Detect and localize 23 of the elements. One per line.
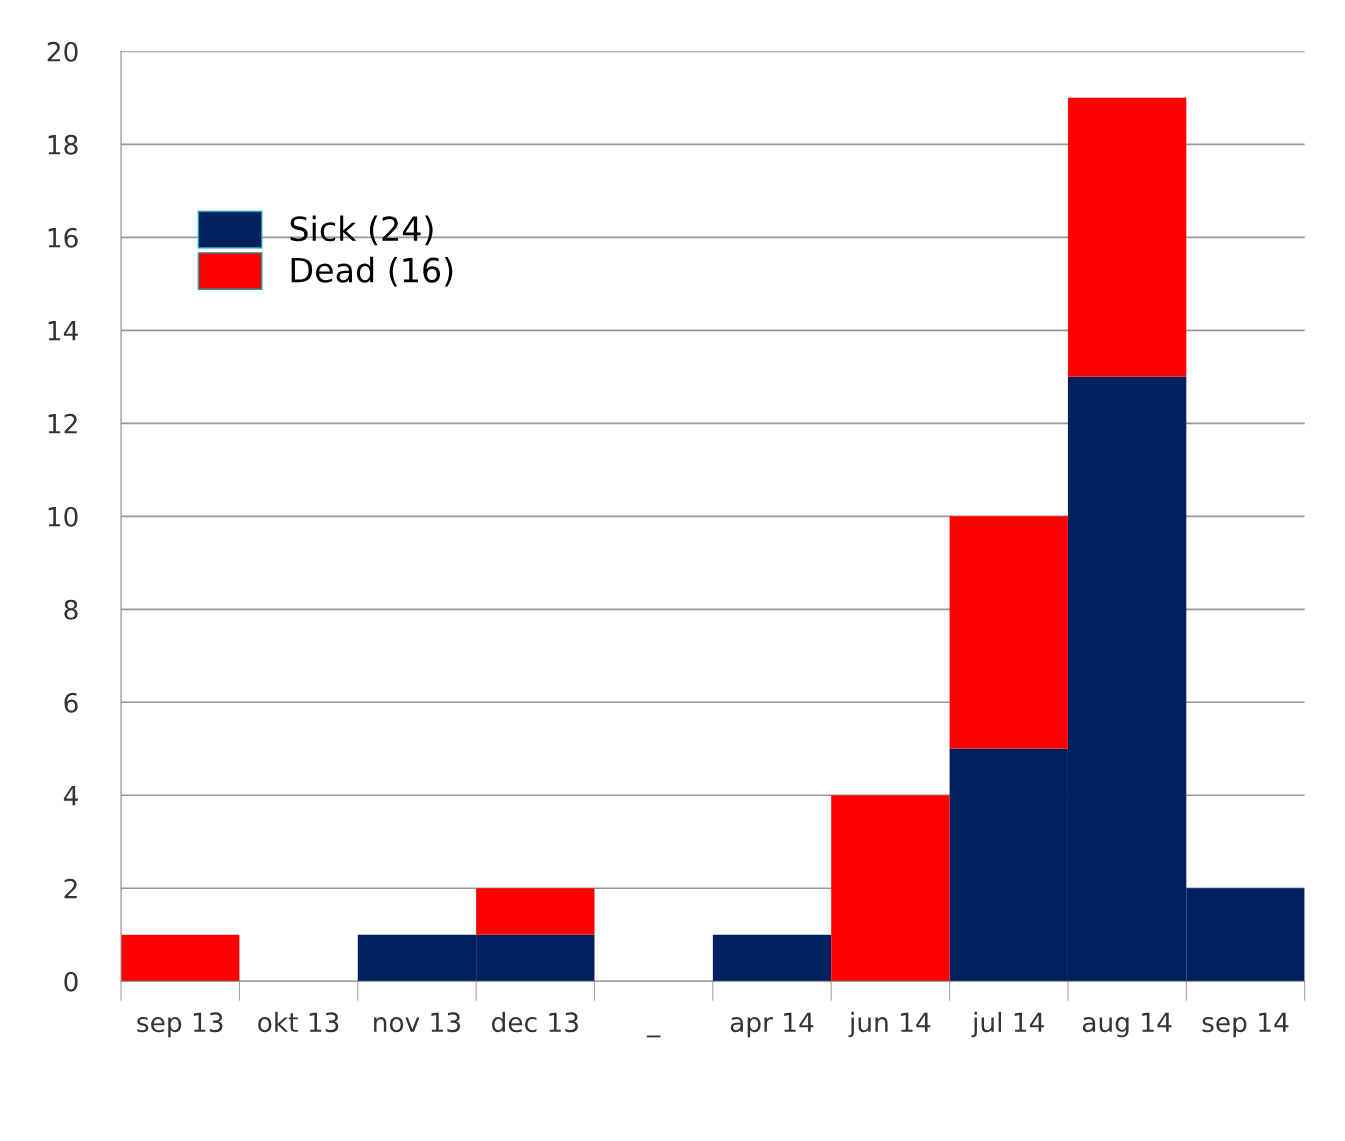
x-tick-label: sep 14 — [1202, 1012, 1289, 1038]
x-tick-label: jun 14 — [848, 1011, 931, 1038]
y-tick-label: 0 — [64, 971, 78, 992]
legend-label: Sick (24) — [290, 215, 433, 246]
x-tick-label: _ — [646, 1035, 661, 1038]
y-tick-label: 20 — [47, 41, 78, 62]
y-tick-label: 12 — [48, 413, 77, 434]
x-tick-label: nov 13 — [374, 1012, 461, 1033]
y-tick-label: 2 — [64, 878, 77, 899]
y-tick-label: 14 — [48, 321, 78, 341]
y-tick-label: 4 — [63, 786, 78, 806]
x-tick-label: aug 14 — [1082, 1012, 1172, 1038]
y-tick-label: 16 — [48, 227, 78, 248]
y-tick-label: 10 — [48, 506, 78, 527]
x-tick-label: sep 13 — [137, 1012, 223, 1038]
y-tick-label: 8 — [64, 599, 78, 620]
y-tick-label: 18 — [48, 134, 78, 155]
x-tick-label: okt 13 — [258, 1011, 339, 1033]
y-tick-label: 6 — [64, 692, 78, 713]
x-tick-label: jul 14 — [971, 1011, 1044, 1038]
x-tick-label: dec 13 — [492, 1011, 578, 1033]
legend-label: Dead (16) — [291, 256, 453, 287]
x-tick-label: apr 14 — [730, 1012, 814, 1038]
